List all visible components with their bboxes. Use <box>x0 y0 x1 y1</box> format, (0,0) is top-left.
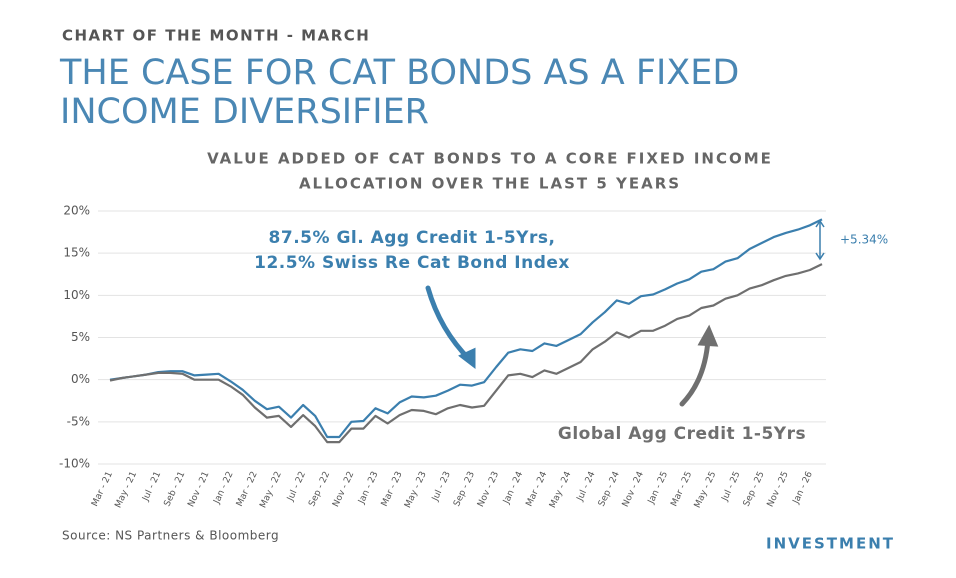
x-tick-label: Nov - 23 <box>476 470 501 509</box>
x-tick-label: Jul - 23 <box>430 470 453 503</box>
series-label: 87.5% Gl. Agg Credit 1-5Yrs, <box>269 228 556 248</box>
x-tick-label: Seb - 21 <box>163 470 188 508</box>
arrow <box>679 337 711 407</box>
x-tick-label: Jul - 22 <box>285 470 308 503</box>
subtitle: ALLOCATION OVER THE LAST 5 YEARS <box>299 175 681 193</box>
x-tick-label: May - 21 <box>114 470 140 510</box>
y-tick-label: 15% <box>63 246 90 260</box>
x-tick-label: May - 24 <box>548 470 574 510</box>
arrow-head <box>697 324 719 347</box>
x-tick-label: May - 23 <box>403 470 429 510</box>
x-tick-label: Nov - 24 <box>621 470 646 509</box>
x-tick-label: Jul - 24 <box>575 470 598 504</box>
x-tick-label: Mar - 21 <box>90 470 115 508</box>
x-tick-label: Mar - 24 <box>525 470 550 508</box>
x-tick-label: Jan - 26 <box>791 470 815 506</box>
source: Source: NS Partners & Bloomberg <box>62 529 279 543</box>
y-tick-label: -10% <box>59 457 90 471</box>
x-tick-label: Mar - 25 <box>669 470 694 508</box>
y-tick-label: 20% <box>63 204 90 218</box>
x-tick-label: Jan - 25 <box>646 470 670 506</box>
series-label: Global Agg Credit 1-5Yrs <box>558 424 806 444</box>
x-tick-label: Jul - 21 <box>141 470 164 503</box>
x-tick-label: Mar - 23 <box>380 470 405 508</box>
arrow-head <box>458 347 476 370</box>
x-tick-label: Mar - 22 <box>235 470 260 508</box>
x-tick-label: Sep - 25 <box>742 470 767 508</box>
y-tick-label: -5% <box>67 414 90 428</box>
arrow <box>425 285 473 363</box>
brand: INVESTMENT <box>766 535 895 553</box>
x-tick-label: Nov - 25 <box>766 470 791 509</box>
series-label: 12.5% Swiss Re Cat Bond Index <box>254 253 570 273</box>
y-tick-label: 5% <box>71 330 90 344</box>
x-tick-label: Jan - 24 <box>501 470 525 506</box>
x-tick-label: Jan - 22 <box>212 470 236 506</box>
title: THE CASE FOR CAT BONDS AS A FIXED <box>59 53 739 93</box>
subtitle: VALUE ADDED OF CAT BONDS TO A CORE FIXED… <box>207 150 773 168</box>
series-line <box>109 263 823 444</box>
x-tick-label: Sep - 22 <box>307 470 332 508</box>
x-tick-label: Sep - 24 <box>597 470 622 508</box>
x-tick-label: Jan - 23 <box>356 470 380 506</box>
series-line <box>109 218 823 439</box>
x-tick-label: Nov - 22 <box>331 470 356 509</box>
x-tick-label: Sep - 23 <box>452 470 477 508</box>
y-tick-label: 10% <box>63 288 90 302</box>
x-tick-label: May - 25 <box>693 470 719 510</box>
x-tick-label: May - 22 <box>258 470 284 510</box>
y-tick-label: 0% <box>71 372 90 386</box>
gap-label: +5.34% <box>840 233 888 247</box>
header: CHART OF THE MONTH - MARCH <box>62 27 370 45</box>
x-tick-label: Jul - 25 <box>720 470 743 503</box>
title: INCOME DIVERSIFIER <box>60 92 429 132</box>
x-tick-label: Nov - 21 <box>186 470 211 509</box>
